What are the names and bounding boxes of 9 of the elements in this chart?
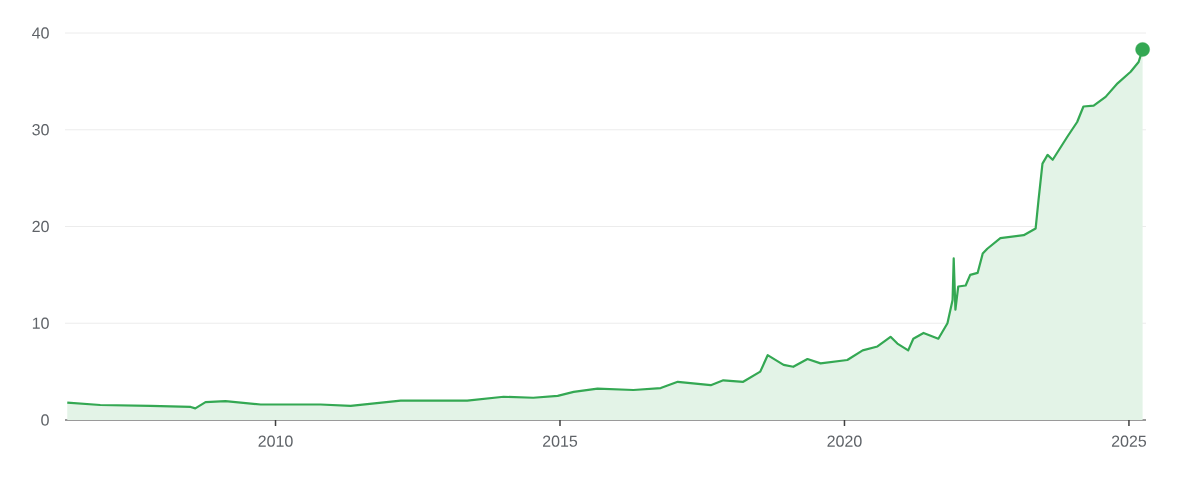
x-tick-label: 2010 [258,435,293,447]
x-tick-label: 2015 [543,435,578,447]
y-tick-label: 20 [32,220,49,233]
y-tick-label: 0 [41,414,49,426]
x-tick-label: 2025 [1111,435,1147,447]
y-tick-label: 30 [32,124,49,136]
x-tick-label: 2020 [827,435,862,447]
y-tick-label: 40 [32,27,49,39]
y-tick-label: 10 [32,317,49,329]
